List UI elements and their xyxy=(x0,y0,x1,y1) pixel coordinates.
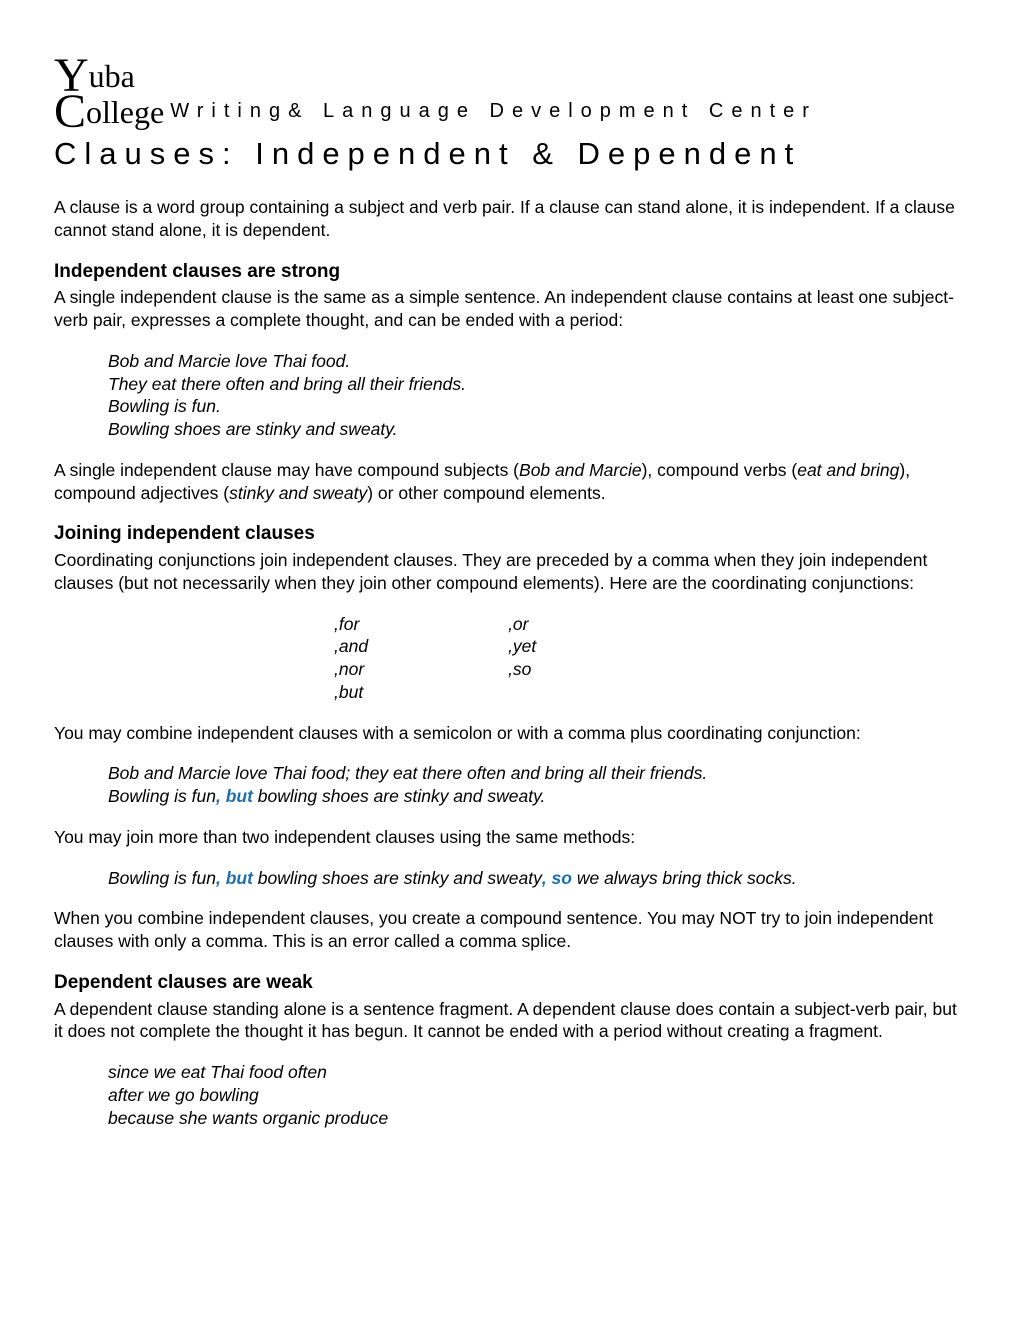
sec2-p2: You may combine independent clauses with… xyxy=(54,722,966,745)
example-line: Bowling is fun, but bowling shoes are st… xyxy=(108,785,966,808)
section-heading-dependent: Dependent clauses are weak xyxy=(54,971,966,996)
conj-item: ,nor xyxy=(334,658,368,681)
example-line: since we eat Thai food often xyxy=(108,1061,966,1084)
example-line: after we go bowling xyxy=(108,1084,966,1107)
example-line: Bowling is fun, but bowling shoes are st… xyxy=(108,867,966,890)
text: ), compound verbs ( xyxy=(642,460,798,480)
italic-text: stinky and sweaty xyxy=(229,483,367,503)
conj-column-1: ,for ,and ,nor ,but xyxy=(334,613,368,704)
sec2-p3: You may join more than two independent c… xyxy=(54,826,966,849)
conj-item: ,but xyxy=(334,681,368,704)
conjunctions-table: ,for ,and ,nor ,but ,or ,yet ,so xyxy=(334,613,966,704)
sec3-p1: A dependent clause standing alone is a s… xyxy=(54,998,966,1044)
logo-line-2: College xyxy=(54,90,164,126)
sec1-examples: Bob and Marcie love Thai food. They eat … xyxy=(108,350,966,441)
example-line: Bowling shoes are stinky and sweaty. xyxy=(108,418,966,441)
text: ) or other compound elements. xyxy=(367,483,605,503)
sec2-p4: When you combine independent clauses, yo… xyxy=(54,907,966,953)
section-heading-independent: Independent clauses are strong xyxy=(54,260,966,285)
keyword-so: , so xyxy=(542,868,572,888)
sec2-examples-1: Bob and Marcie love Thai food; they eat … xyxy=(108,762,966,808)
italic-text: Bob and Marcie xyxy=(519,460,642,480)
example-line: Bob and Marcie love Thai food; they eat … xyxy=(108,762,966,785)
example-line: because she wants organic produce xyxy=(108,1107,966,1130)
text: Bowling is fun xyxy=(108,868,216,888)
keyword-but: , but xyxy=(216,868,253,888)
conj-item: ,or xyxy=(508,613,536,636)
conj-item: ,so xyxy=(508,658,536,681)
keyword-but: , but xyxy=(216,786,253,806)
italic-text: eat and bring xyxy=(797,460,899,480)
section-heading-joining: Joining independent clauses xyxy=(54,522,966,547)
sec3-examples: since we eat Thai food often after we go… xyxy=(108,1061,966,1129)
page-title: Clauses: Independent & Dependent xyxy=(54,134,966,174)
sec2-p1: Coordinating conjunctions join independe… xyxy=(54,549,966,595)
conj-item: ,for xyxy=(334,613,368,636)
text: A single independent clause may have com… xyxy=(54,460,519,480)
conj-item: ,yet xyxy=(508,635,536,658)
conj-column-2: ,or ,yet ,so xyxy=(508,613,536,704)
example-line: Bob and Marcie love Thai food. xyxy=(108,350,966,373)
example-line: They eat there often and bring all their… xyxy=(108,373,966,396)
conj-item: ,and xyxy=(334,635,368,658)
yuba-college-logo: Yuba College xyxy=(54,54,164,126)
center-name: Writing& Language Development Center xyxy=(164,98,817,126)
sec2-examples-2: Bowling is fun, but bowling shoes are st… xyxy=(108,867,966,890)
text: bowling shoes are stinky and sweaty. xyxy=(253,786,545,806)
page-header: Yuba College Writing& Language Developme… xyxy=(54,54,966,126)
text: we always bring thick socks. xyxy=(572,868,797,888)
sec1-p2: A single independent clause may have com… xyxy=(54,459,966,505)
text: bowling shoes are stinky and sweaty xyxy=(253,868,542,888)
text: Bowling is fun xyxy=(108,786,216,806)
example-line: Bowling is fun. xyxy=(108,395,966,418)
sec1-p1: A single independent clause is the same … xyxy=(54,286,966,332)
intro-paragraph: A clause is a word group containing a su… xyxy=(54,196,966,242)
